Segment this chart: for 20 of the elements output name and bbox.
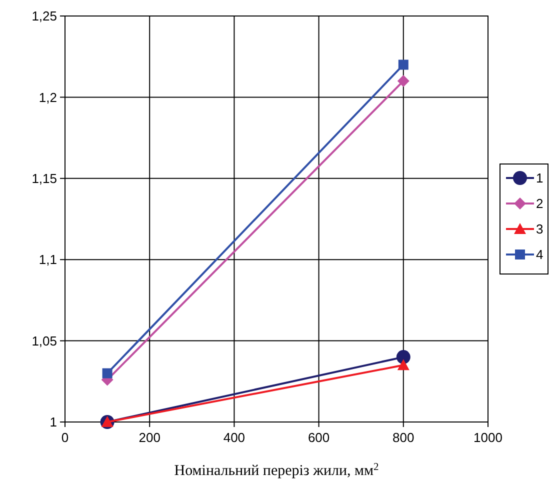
legend-label: 1 [536,170,544,186]
x-tick-label: 600 [308,430,330,445]
legend-label: 3 [536,222,544,237]
x-tick-label: 400 [223,430,246,445]
y-tick-label: 1,25 [32,8,57,24]
x-axis-title: Номінальний переріз жили, мм$^{2}$ [174,462,379,479]
x-tick-label: 1000 [474,430,502,445]
y-tick-label: 1,05 [32,333,57,348]
point [398,60,408,70]
legend-label: 4 [536,247,544,262]
x-tick-label: 0 [61,430,69,445]
y-tick-label: 1,1 [38,252,57,268]
y-tick-label: 1,2 [38,90,57,105]
point [397,74,410,87]
legend-label: 2 [536,196,544,212]
x-tick-label: 800 [392,430,414,445]
y-tick-label: 1 [50,414,57,430]
x-tick-label: 200 [138,430,160,445]
point [102,368,112,378]
y-tick-label: 1,15 [32,170,57,186]
